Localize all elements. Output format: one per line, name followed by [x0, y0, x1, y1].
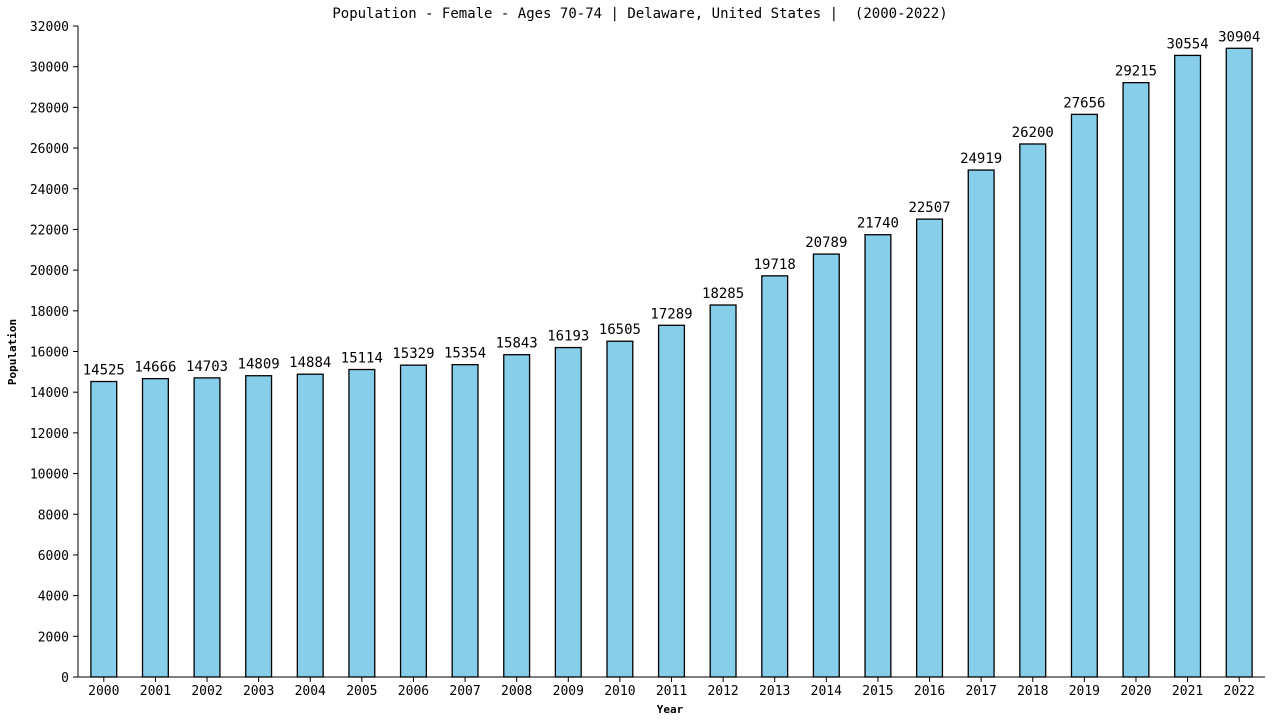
data-label-2014: 20789 [805, 235, 847, 251]
y-tick-label: 22000 [30, 223, 69, 238]
bar-2017 [967, 169, 995, 678]
x-tick-label-2001: 2001 [140, 684, 171, 699]
y-tick-label: 14000 [30, 386, 69, 401]
bar-2002 [193, 377, 221, 678]
y-tick-label: 18000 [30, 305, 69, 320]
bar-2000 [90, 380, 118, 678]
bar-2018 [1019, 143, 1047, 678]
y-tick-label: 12000 [30, 427, 69, 442]
data-label-2006: 15329 [392, 346, 434, 362]
bar-2005 [348, 368, 376, 678]
bar-2008 [503, 354, 531, 678]
data-label-2021: 30554 [1167, 36, 1209, 52]
x-tick-label-2017: 2017 [965, 684, 996, 699]
x-tick-label-2011: 2011 [656, 684, 687, 699]
bar-2019 [1070, 113, 1098, 678]
bar-series [90, 47, 1253, 678]
y-tick-label: 6000 [38, 549, 69, 564]
y-tick-label: 2000 [38, 630, 69, 645]
bar-2012 [709, 304, 737, 678]
bar-2004 [296, 373, 324, 678]
y-tick-label: 26000 [30, 142, 69, 157]
x-tick-label-2013: 2013 [759, 684, 790, 699]
x-tick-label-2003: 2003 [243, 684, 274, 699]
y-tick-label: 0 [61, 671, 69, 686]
x-tick-label-2004: 2004 [295, 684, 326, 699]
x-axis: 2000 2001 2002 2003 2004 2005 2006 2007 2008 2009… [78, 676, 1265, 699]
bar-2014 [812, 253, 840, 678]
data-label-2010: 16505 [599, 322, 641, 338]
bar-2006 [399, 364, 428, 678]
bar-2009 [554, 346, 582, 678]
data-labels: 14525 14666 14703 14809 14884 15114 15329 15354… [83, 29, 1261, 378]
x-tick-label-2008: 2008 [501, 684, 532, 699]
data-label-2004: 14884 [289, 355, 331, 371]
x-tick-label-2019: 2019 [1069, 684, 1100, 699]
x-tick-label-2015: 2015 [862, 684, 893, 699]
bar-2001 [141, 377, 169, 678]
x-tick-label-2005: 2005 [346, 684, 377, 699]
data-label-2022: 30904 [1218, 29, 1260, 45]
data-label-2001: 14666 [134, 360, 176, 376]
bar-2011 [657, 324, 686, 678]
data-label-2020: 29215 [1115, 64, 1157, 80]
y-tick-label: 20000 [30, 264, 69, 279]
data-label-2003: 14809 [238, 357, 280, 373]
data-label-2008: 15843 [496, 336, 538, 352]
data-label-2007: 15354 [444, 346, 486, 362]
data-label-2015: 21740 [857, 216, 899, 232]
data-label-2000: 14525 [83, 363, 125, 379]
y-tick-label: 16000 [30, 346, 69, 361]
data-label-2018: 26200 [1012, 125, 1054, 141]
x-tick-label-2020: 2020 [1120, 684, 1151, 699]
y-tick-label: 8000 [38, 508, 69, 523]
x-tick-label-2012: 2012 [707, 684, 738, 699]
y-tick-label: 4000 [38, 590, 69, 605]
bar-2007 [451, 363, 479, 678]
y-tick-label: 28000 [30, 101, 69, 116]
data-label-2005: 15114 [341, 351, 383, 367]
data-label-2012: 18285 [702, 286, 744, 302]
data-label-2011: 17289 [650, 306, 692, 322]
data-label-2013: 19718 [754, 257, 796, 273]
bar-2015 [864, 234, 892, 678]
x-tick-label-2014: 2014 [811, 684, 842, 699]
bar-2022 [1225, 47, 1253, 678]
x-tick-label-2022: 2022 [1224, 684, 1255, 699]
data-label-2009: 16193 [547, 329, 589, 345]
x-tick-label-2007: 2007 [449, 684, 480, 699]
bar-2020 [1122, 82, 1150, 678]
y-tick-label: 32000 [30, 20, 69, 35]
y-tick-label: 30000 [30, 61, 69, 76]
data-label-2016: 22507 [908, 200, 950, 216]
x-tick-label-2021: 2021 [1172, 684, 1203, 699]
x-tick-label-2006: 2006 [398, 684, 429, 699]
data-label-2019: 27656 [1063, 95, 1105, 111]
chart-title: Population - Female - Ages 70-74 | Delaw… [332, 6, 947, 22]
y-axis: 0 2000 4000 6000 8000 10000 12000 14000 16000 180… [30, 20, 79, 686]
bar-2021 [1174, 54, 1202, 678]
x-tick-label-2000: 2000 [88, 684, 119, 699]
x-tick-label-2010: 2010 [604, 684, 635, 699]
bar-2010 [606, 340, 634, 678]
y-axis-title: Population [6, 319, 19, 385]
bar-2013 [761, 275, 789, 678]
y-tick-label: 10000 [30, 468, 69, 483]
x-tick-label-2009: 2009 [553, 684, 584, 699]
x-tick-label-2016: 2016 [914, 684, 945, 699]
bar-2016 [915, 218, 944, 678]
data-label-2017: 24919 [960, 151, 1002, 167]
x-tick-label-2018: 2018 [1017, 684, 1048, 699]
x-tick-label-2002: 2002 [191, 684, 222, 699]
data-label-2002: 14703 [186, 359, 228, 375]
y-tick-label: 24000 [30, 183, 69, 198]
x-axis-title: Year [657, 703, 684, 716]
bar-2003 [245, 375, 273, 678]
